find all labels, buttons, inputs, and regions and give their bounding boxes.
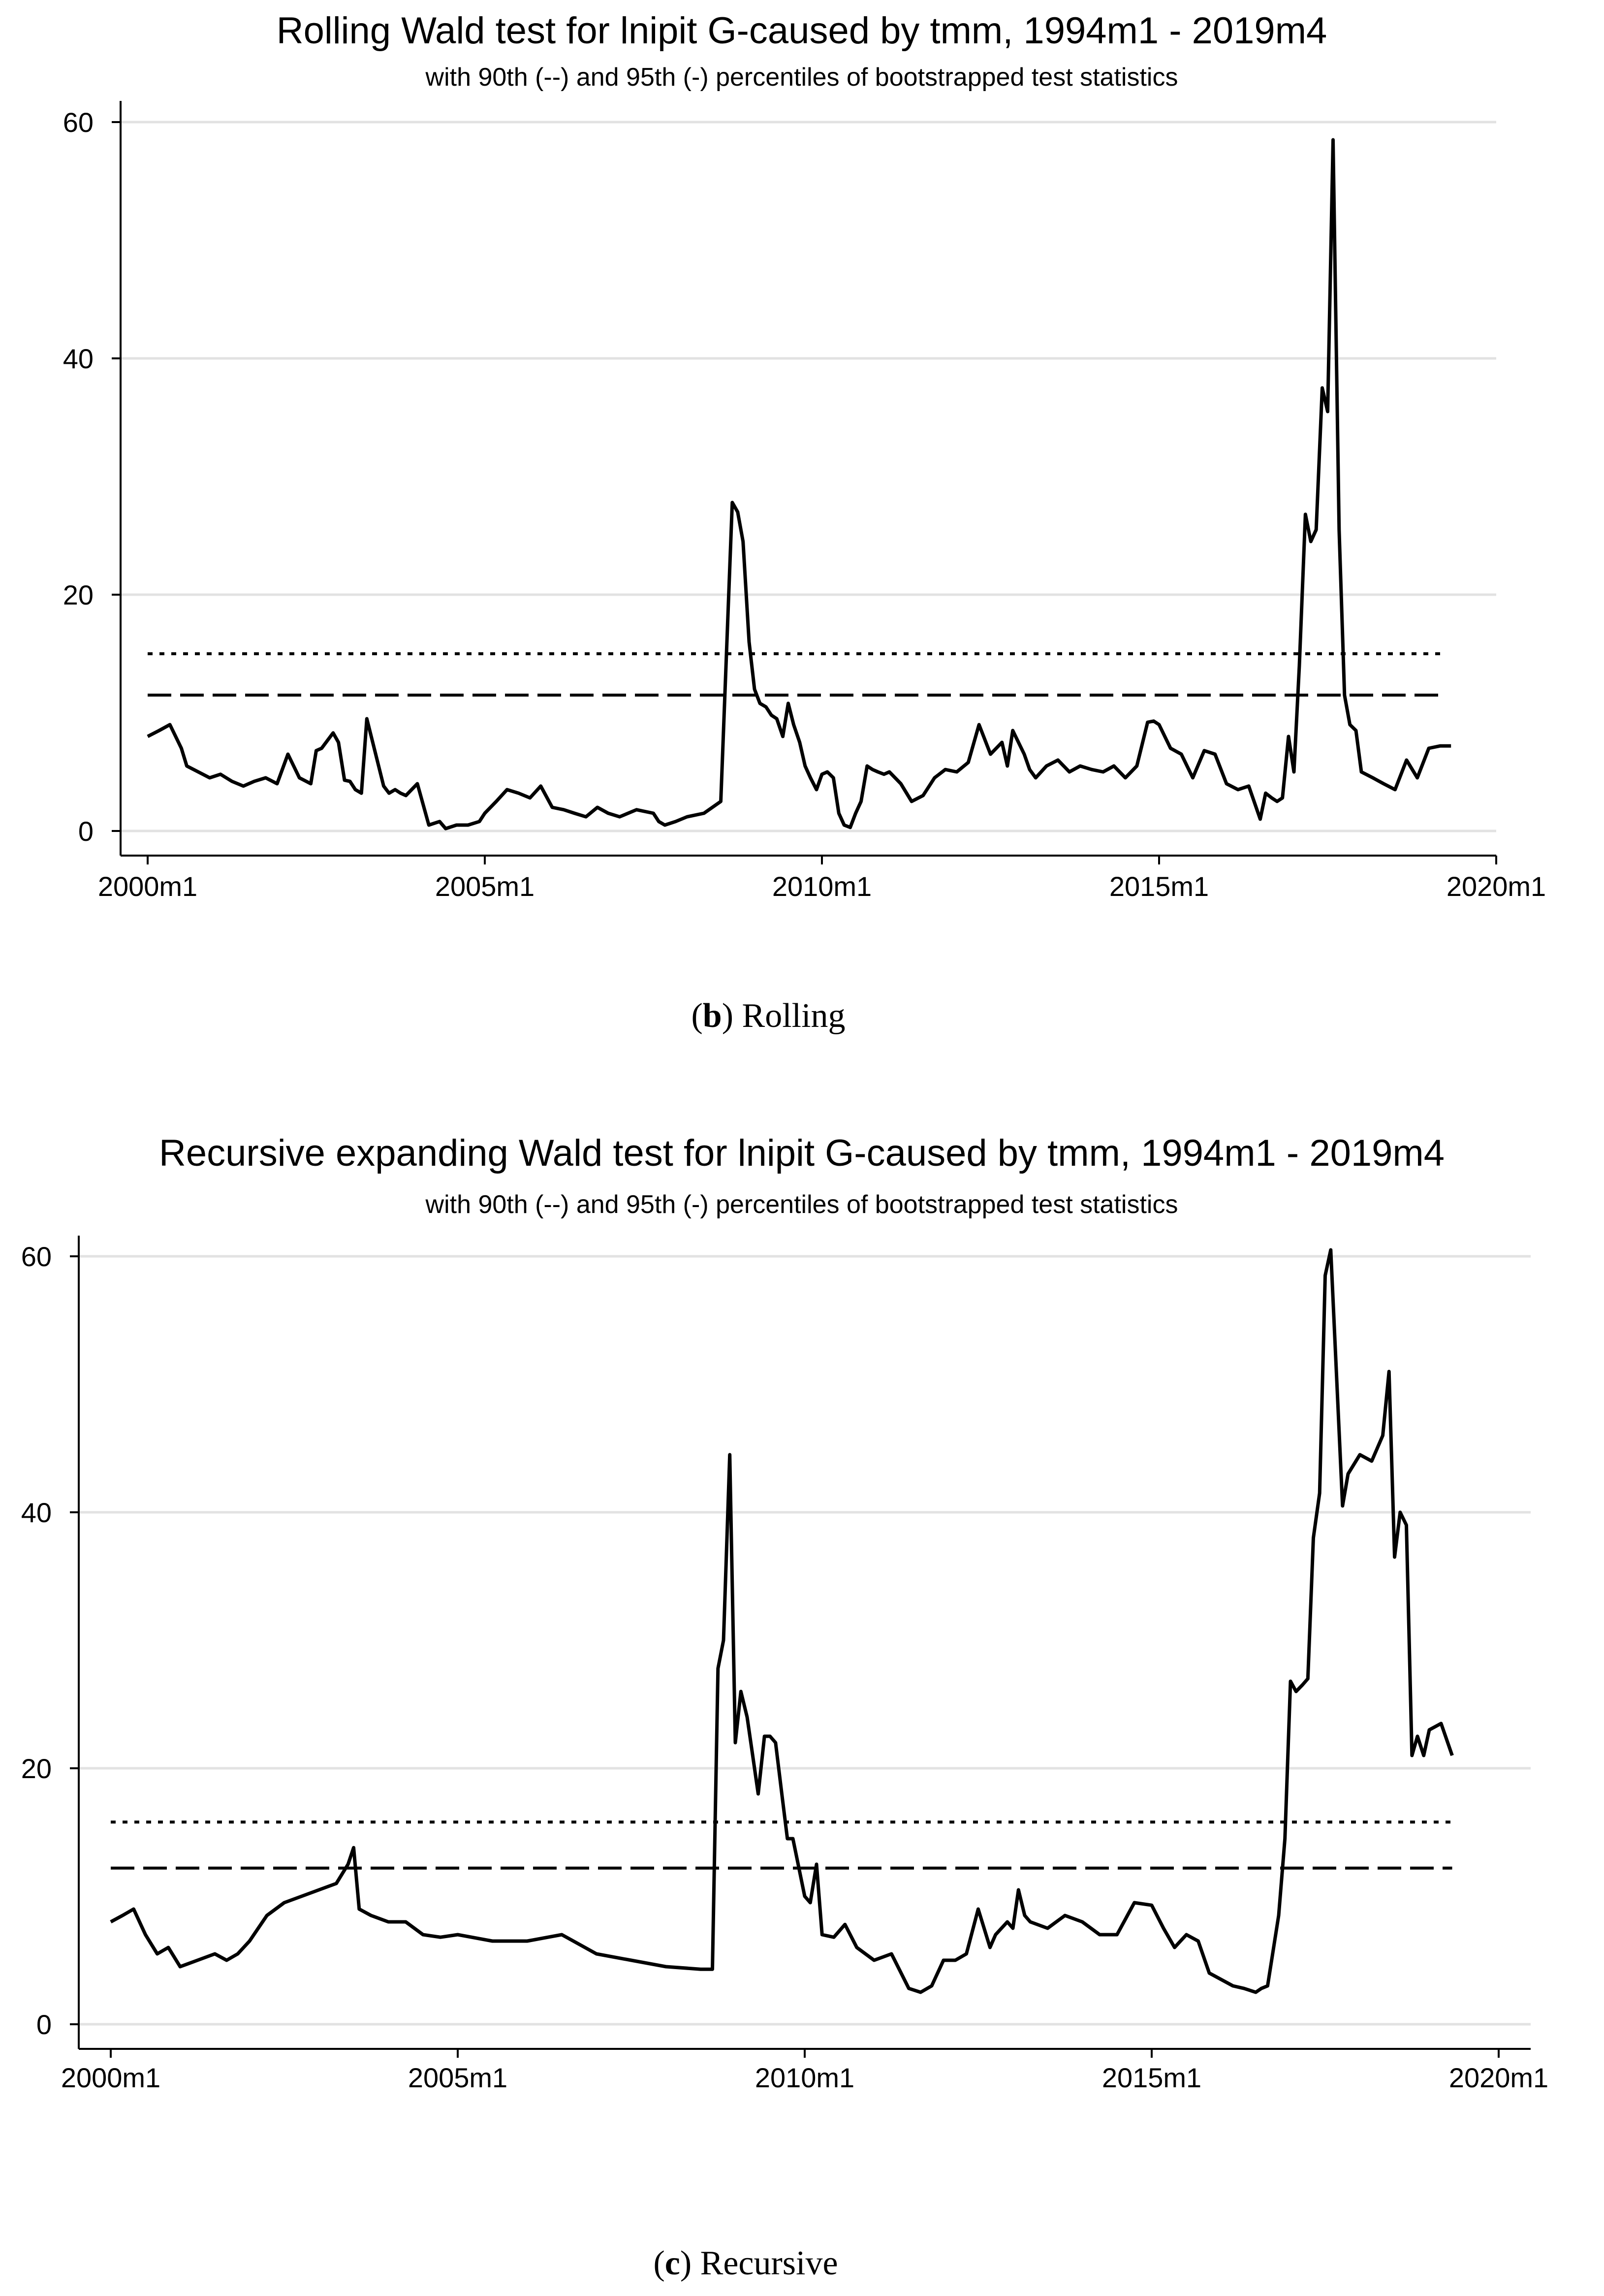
chart-rolling-background <box>0 0 1541 985</box>
rolling-y-tick-label-40: 40 <box>63 343 94 374</box>
chart-rolling-caption-letter: b <box>703 997 722 1035</box>
rolling-series-line-0 <box>147 138 1451 830</box>
rolling-y-tick-label-0: 0 <box>78 816 94 847</box>
chart-rolling-caption-text: Rolling <box>742 997 846 1035</box>
chart-recursive-caption-text: Recursive <box>700 2244 838 2282</box>
recursive-series-line-0 <box>110 1248 1454 1994</box>
chart-recursive-subtitle: with 90th (--) and 95th (-) percentiles … <box>425 1190 1178 1219</box>
rolling-y-tick-label-60: 60 <box>63 107 94 138</box>
rolling-x-tick-label-2015m1: 2015m1 <box>1109 871 1209 902</box>
chart-rolling: Rolling Wald test for lnipit G-caused by… <box>0 0 1546 1035</box>
chart-recursive-caption-letter: c <box>665 2244 680 2282</box>
chart-rolling-plot: 0 20 40 60 2000m1 2005m1 2010m1 2015m1 2020m1 <box>63 101 1546 902</box>
chart-recursive-title: Recursive expanding Wald test for lnipit… <box>159 1132 1445 1174</box>
recursive-y-tick-label-20: 20 <box>21 1753 52 1784</box>
chart-recursive: Recursive expanding Wald test for lnipit… <box>21 1132 1548 2282</box>
chart-recursive-caption: (c) Recursive <box>653 2244 838 2282</box>
rolling-x-tick-label-2000m1: 2000m1 <box>98 871 197 902</box>
recursive-x-tick-label-2000m1: 2000m1 <box>61 2062 160 2093</box>
recursive-y-tick-label-0: 0 <box>36 2009 52 2040</box>
rolling-x-tick-label-2020m1: 2020m1 <box>1447 871 1546 902</box>
recursive-x-tick-label-2015m1: 2015m1 <box>1102 2062 1201 2093</box>
chart-rolling-title: Rolling Wald test for lnipit G-caused by… <box>277 10 1327 52</box>
rolling-y-tick-label-20: 20 <box>63 579 94 610</box>
chart-recursive-plot: 0 20 40 60 2000m1 2005m1 2010m1 2015m1 2020m1 <box>21 1236 1548 2093</box>
rolling-x-tick-label-2005m1: 2005m1 <box>435 871 535 902</box>
rolling-x-tick-label-2010m1: 2010m1 <box>772 871 872 902</box>
recursive-x-tick-label-2010m1: 2010m1 <box>755 2062 854 2093</box>
chart-rolling-caption: (b) Rolling <box>691 997 845 1035</box>
recursive-y-tick-label-60: 60 <box>21 1241 52 1272</box>
recursive-x-tick-label-2020m1: 2020m1 <box>1449 2062 1548 2093</box>
recursive-x-tick-label-2005m1: 2005m1 <box>408 2062 507 2093</box>
chart-rolling-subtitle: with 90th (--) and 95th (-) percentiles … <box>425 63 1178 92</box>
recursive-y-tick-label-40: 40 <box>21 1497 52 1528</box>
